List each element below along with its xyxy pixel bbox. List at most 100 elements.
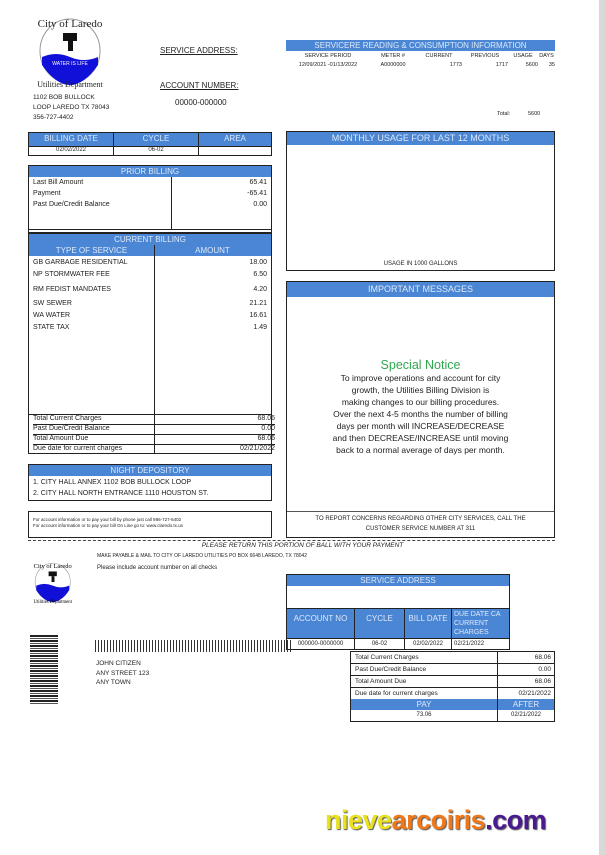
col-header: USAGE: [513, 53, 533, 59]
billing-info-table: BILLING DATE CYCLE AREA 02/02/2022 06-02: [28, 132, 272, 156]
col-header: SERVICE PERIOD: [304, 53, 352, 59]
pay-header: PAY: [351, 699, 498, 710]
stub-cycle: 06-02: [355, 638, 405, 649]
usage-chart-caption: USAGE IN 1000 GALLONS: [383, 261, 458, 267]
total-usage-label: Total:: [497, 111, 511, 117]
city-logo-small: City of Laredo Utilities Department: [34, 563, 73, 605]
cycle-header: CYCLE: [114, 133, 199, 146]
night-depository: NIGHT DEPOSITORY 1. CITY HALL ANNEX 1102…: [28, 464, 272, 501]
total-label: Total Current Charges: [33, 415, 102, 422]
office-address: 1102 BOB BULLOCK LOOP LAREDO TX 78043 35…: [33, 93, 109, 123]
customer-line: ANY STREET 123: [96, 669, 150, 677]
service-amount: 4.20: [253, 286, 267, 293]
total-value: 0.00: [498, 664, 554, 676]
account-no-header: ACCOUNT NO: [287, 609, 355, 638]
usage: 5600: [525, 62, 538, 68]
total-label: Past Due/Credit Balance: [351, 664, 498, 676]
info-line: For account information or to pay your b…: [33, 523, 183, 528]
current-billing: CURRENT BILLING TYPE OF SERVICE AMOUNT G…: [28, 233, 275, 454]
service-label: RM FEDIST MANDATES: [33, 286, 111, 293]
svg-text:Utilities Department: Utilities Department: [34, 600, 73, 605]
row-label: Past Due/Credit Balance: [33, 201, 110, 208]
total-value: 02/21/2022: [518, 690, 551, 697]
return-text: PLEASE RETURN THIS PORTION OF BALL WITH …: [201, 542, 404, 549]
service-period: 12/09/2021 -01/13/2022: [298, 62, 358, 68]
notice-line: back to a normal average of days per mon…: [336, 445, 505, 455]
notice-line: Over the next 4-5 months the number of b…: [333, 409, 508, 419]
svg-text:Utilities Department: Utilities Department: [37, 80, 103, 89]
billing-date-header: BILLING DATE: [29, 133, 114, 146]
notice-line: days per month will INCREASE/DECREASE: [336, 421, 505, 431]
amount-header: AMOUNT: [195, 246, 230, 255]
total-value: 0.00: [261, 425, 275, 432]
area-header: AREA: [199, 133, 271, 146]
meter-number: A0000000: [380, 62, 406, 68]
usage-chart-box: MONTHLY USAGE FOR LAST 12 MONTHS USAGE I…: [286, 131, 555, 271]
payable-text: MAKE PAYABLE & MAIL TO CITY OF LAREDO UT…: [97, 553, 308, 559]
watermark: nievearcoiris.com: [325, 805, 547, 836]
col-header: METER #: [381, 53, 405, 59]
customer-line: ANY TOWN: [96, 679, 131, 686]
current-reading: 1773: [449, 62, 462, 68]
total-value: 68.06: [498, 676, 554, 688]
depository-item: 2. CITY HALL NORTH ENTRANCE 1110 HOUSTON…: [33, 490, 209, 497]
address-line: LOOP LAREDO TX 78043: [33, 104, 110, 111]
reading-section: SERVICERE READING & CONSUMPTION INFORMAT…: [286, 40, 555, 68]
current-billing-title: CURRENT BILLING: [29, 234, 271, 245]
service-amount: 6.50: [253, 271, 267, 278]
notice-line: and then DECREASE/INCREASE until moving: [332, 433, 509, 443]
important-messages: IMPORTANT MESSAGES Special Notice To imp…: [286, 281, 555, 538]
row-value: -65.41: [247, 190, 267, 197]
service-amount: 16.61: [249, 312, 267, 319]
cycle: 06-02: [114, 146, 199, 155]
after-date: 02/21/2022: [510, 712, 542, 718]
row-label: Last Bill Amount: [33, 179, 84, 186]
total-value: 02/21/2022: [239, 445, 275, 452]
total-label: Due date for current charges: [33, 445, 123, 452]
customer-line: JOHN CITIZEN: [96, 660, 141, 667]
stub-account-table: SERVICE ADDRESS ACCOUNT NO CYCLE BILL DA…: [286, 574, 510, 650]
cycle-header: CYCLE: [355, 609, 405, 638]
special-notice-title: Special Notice: [380, 358, 461, 372]
info-line: For account information or to pay your b…: [33, 517, 182, 522]
service-label: NP STORMWATER FEE: [33, 271, 110, 278]
stub-service-address-title: SERVICE ADDRESS: [287, 575, 509, 586]
row-value: 65.41: [249, 179, 267, 186]
total-label: Total Current Charges: [351, 652, 498, 664]
barcode: [30, 635, 58, 705]
days: 35: [548, 62, 555, 68]
reading-title: SERVICERE READING & CONSUMPTION INFORMAT…: [286, 40, 555, 51]
address-line: 356-727-4402: [33, 114, 74, 121]
previous-reading: 1717: [495, 62, 508, 68]
usage-chart-title: MONTHLY USAGE FOR LAST 12 MONTHS: [287, 132, 554, 145]
watermark-part: .com: [485, 805, 547, 835]
stub-bill-date: 02/02/2022: [405, 638, 452, 649]
svg-text:City of Laredo: City of Laredo: [38, 18, 103, 30]
total-value: 68.06: [257, 435, 275, 442]
include-text: Please include account number on all che…: [97, 565, 218, 571]
footer-line: TO REPORT CONCERNS REGARDING OTHER CITY …: [315, 516, 526, 522]
notice-line: To improve operations and account for ci…: [340, 373, 501, 383]
due-date-header: DUE DATE CA CURRENT CHARGES: [452, 609, 509, 638]
stub-service-address: [287, 586, 509, 609]
svg-text:WATER IS LIFE: WATER IS LIFE: [52, 61, 88, 67]
col-header: PREVIOUS: [470, 53, 500, 59]
total-label: Total Amount Due: [33, 435, 89, 442]
total-label: Total Amount Due: [351, 676, 498, 688]
area: [199, 146, 271, 155]
account-number-label: ACCOUNT NUMBER:: [160, 81, 239, 90]
account-number: 00000-000000: [175, 98, 227, 107]
watermark-part: nieve: [325, 805, 392, 835]
service-amount: 21.21: [249, 300, 267, 307]
col-header: CURRENT: [425, 53, 453, 59]
stub-due-date: 02/21/2022: [452, 638, 509, 649]
pay-amount: 73.06: [351, 710, 498, 721]
account-info-box: For account information or to pay your b…: [28, 511, 272, 538]
billing-date: 02/02/2022: [29, 146, 114, 155]
row-label: Payment: [33, 190, 61, 197]
account-no: 000000-0000000: [287, 638, 355, 649]
customer-address: JOHN CITIZEN ANY STREET 123 ANY TOWN: [96, 659, 149, 688]
service-label: GB GARBAGE RESIDENTIAL: [33, 259, 128, 266]
svg-text:City of Laredo: City of Laredo: [34, 563, 72, 570]
type-header: TYPE OF SERVICE: [55, 246, 128, 255]
